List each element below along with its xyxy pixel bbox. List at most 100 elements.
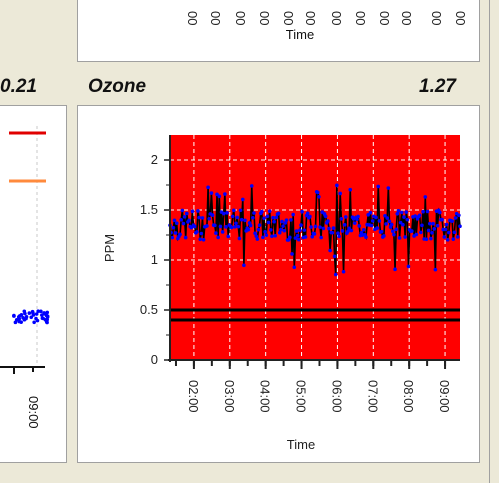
- data-point: [447, 230, 451, 235]
- data-point: [406, 264, 411, 269]
- left-data-point: [27, 311, 32, 315]
- left-x-tick: 09:00: [26, 396, 41, 429]
- data-point: [273, 233, 278, 238]
- data-point: [452, 230, 457, 235]
- data-point: [192, 224, 197, 229]
- data-point: [206, 185, 210, 190]
- data-point: [389, 222, 394, 227]
- data-point: [248, 223, 253, 228]
- data-point: [453, 216, 458, 220]
- data-point: [221, 211, 226, 216]
- data-point: [280, 219, 284, 224]
- data-point: [267, 209, 272, 213]
- top-tick-label: 00: [429, 11, 444, 25]
- data-point: [180, 208, 185, 213]
- left-data-point: [42, 312, 47, 316]
- data-point: [190, 209, 195, 214]
- data-point: [305, 211, 310, 216]
- data-point: [214, 231, 218, 235]
- y-axis-label: PPM: [102, 234, 117, 262]
- data-point: [421, 209, 425, 214]
- left-data-point: [36, 309, 40, 314]
- data-point: [435, 223, 440, 228]
- data-point: [209, 191, 214, 195]
- x-tick-label: 08:00: [401, 380, 416, 413]
- data-point: [205, 224, 209, 228]
- x-tick-label: 06:00: [329, 380, 344, 413]
- data-point: [264, 233, 269, 238]
- data-point: [216, 235, 220, 240]
- data-point: [308, 214, 312, 219]
- data-point: [386, 186, 391, 190]
- data-point: [256, 227, 261, 232]
- data-point: [236, 224, 241, 229]
- left-data-point: [19, 320, 24, 324]
- data-point: [196, 209, 200, 213]
- data-point: [284, 218, 289, 222]
- data-point: [397, 236, 402, 240]
- data-point: [172, 218, 177, 223]
- data-point: [290, 252, 294, 256]
- data-point: [174, 221, 179, 225]
- data-point: [376, 184, 381, 189]
- data-point: [312, 232, 317, 236]
- left-data-point: [34, 312, 39, 316]
- data-point: [217, 194, 222, 199]
- top-tick-label: 00: [303, 11, 318, 25]
- data-point: [295, 233, 300, 238]
- data-point: [318, 225, 322, 229]
- data-point: [239, 217, 244, 222]
- data-point: [342, 223, 347, 227]
- data-point: [393, 267, 397, 272]
- left-value: 0.21: [0, 76, 37, 97]
- data-point: [232, 208, 236, 213]
- data-point: [317, 194, 321, 199]
- top-chart-panel: 00 00 00 00 00 00 00 00 00 00 00 00 Time: [77, 0, 480, 62]
- data-point: [253, 231, 257, 236]
- data-point: [298, 228, 302, 233]
- data-point: [340, 229, 345, 233]
- data-point: [263, 229, 267, 234]
- data-point: [432, 227, 437, 231]
- data-point: [323, 214, 328, 219]
- data-point: [357, 224, 362, 228]
- data-point: [178, 232, 182, 237]
- data-point: [315, 190, 320, 195]
- left-data-point: [12, 314, 16, 318]
- ozone-title: Ozone: [88, 76, 147, 97]
- data-point: [426, 228, 431, 233]
- data-point: [337, 234, 341, 239]
- data-point: [251, 215, 255, 220]
- data-point: [431, 221, 435, 226]
- data-point: [330, 230, 335, 235]
- x-tick-label: 04:00: [258, 380, 273, 413]
- data-point: [438, 210, 442, 215]
- data-point: [187, 218, 191, 223]
- top-tick-label: 00: [329, 11, 344, 25]
- data-point: [183, 235, 188, 240]
- data-point: [423, 195, 428, 199]
- data-point: [355, 217, 359, 222]
- data-point: [336, 231, 340, 235]
- data-point: [420, 223, 424, 228]
- data-point: [338, 191, 342, 196]
- data-point: [444, 222, 449, 227]
- data-point: [370, 219, 375, 223]
- data-point: [343, 215, 348, 219]
- x-tick-label: 03:00: [222, 380, 237, 413]
- data-point: [182, 215, 187, 219]
- data-point: [170, 235, 175, 240]
- data-point: [195, 230, 199, 234]
- y-tick-label: 1.5: [140, 202, 158, 217]
- data-point: [403, 235, 407, 239]
- data-point: [364, 235, 368, 239]
- data-point: [230, 214, 235, 219]
- data-point: [292, 265, 297, 270]
- top-tick-label: 00: [377, 11, 392, 25]
- data-point: [223, 192, 227, 196]
- data-point: [271, 215, 275, 220]
- data-point: [184, 211, 189, 216]
- data-point: [197, 215, 201, 220]
- data-point: [347, 226, 351, 231]
- data-point: [179, 218, 183, 222]
